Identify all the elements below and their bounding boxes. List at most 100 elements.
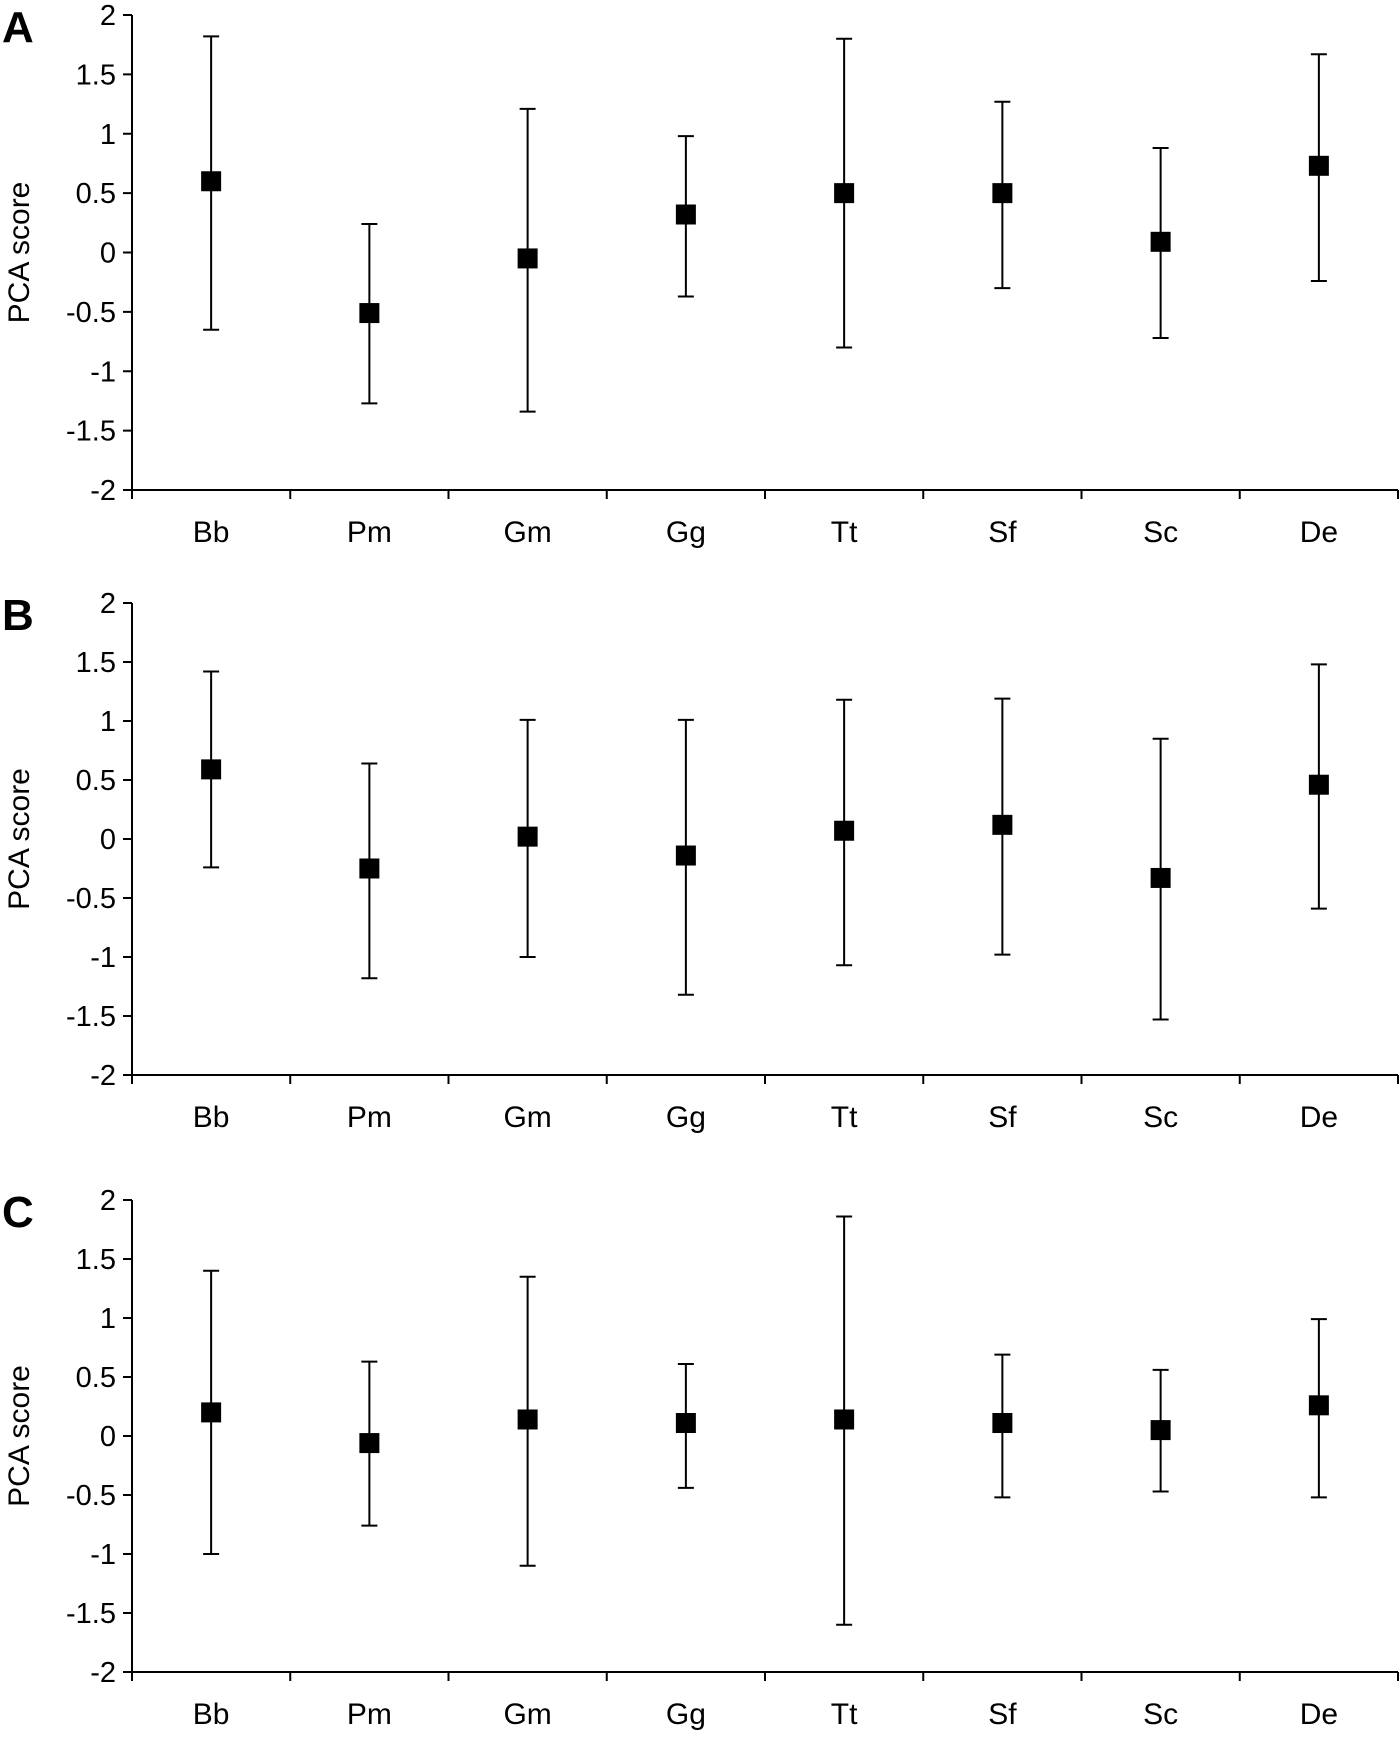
y-tick-label: 1.5: [76, 59, 116, 91]
x-category-label: Sc: [1143, 1698, 1178, 1731]
data-point-bb: [201, 670, 222, 869]
data-point-sf: [992, 1353, 1013, 1499]
data-point-gm: [517, 1275, 538, 1567]
x-category-label: Sc: [1143, 1101, 1178, 1134]
square-marker: [1308, 155, 1329, 176]
x-category-label: Pm: [347, 1101, 392, 1134]
square-marker: [1150, 867, 1171, 888]
square-marker: [359, 1433, 380, 1454]
data-point-gm: [517, 107, 538, 413]
x-category-label: Sf: [988, 516, 1017, 549]
square-marker: [517, 248, 538, 269]
panel-label: A: [2, 3, 34, 52]
x-category-label: Tt: [831, 1698, 858, 1731]
square-marker: [517, 1409, 538, 1430]
x-category-label: De: [1300, 516, 1338, 549]
y-tick-label: 2: [100, 588, 116, 620]
data-point-de: [1308, 53, 1329, 282]
y-tick-label: 2: [100, 0, 116, 32]
y-tick-label: -2: [90, 475, 116, 507]
y-tick-label: -2: [90, 1657, 116, 1689]
y-tick-label: -1: [90, 942, 116, 974]
square-marker: [359, 303, 380, 324]
y-tick-label: -1: [90, 1539, 116, 1571]
panel-label: C: [2, 1188, 34, 1237]
square-marker: [201, 759, 222, 780]
y-tick-label: 1: [100, 706, 116, 738]
x-category-label: Gm: [503, 516, 551, 549]
x-category-label: De: [1300, 1101, 1338, 1134]
y-axis-title: PCA score: [3, 768, 36, 910]
x-category-label: Tt: [831, 516, 858, 549]
data-point-de: [1308, 1318, 1329, 1499]
data-point-tt: [834, 698, 855, 967]
x-category-label: Gg: [666, 1698, 706, 1731]
data-point-sf: [992, 100, 1013, 290]
data-point-bb: [201, 35, 222, 331]
chart-panel-a: A PCA score 2 1.5 1 0.5 0 -0.5 -1 -1.5 -2 Bb Pm Gm Gg T…: [2, 0, 1399, 549]
data-point-sf: [992, 697, 1013, 956]
square-marker: [834, 1409, 855, 1430]
y-tick-label: 0.5: [76, 178, 116, 210]
x-category-label: Bb: [193, 1101, 230, 1134]
chart-panel-b: B PCA score 2 1.5 1 0.5 0 -0.5 -1 -1.5 -2 Bb Pm Gm Gg T…: [2, 588, 1399, 1134]
y-tick-label: -1.5: [66, 416, 116, 448]
y-tick-label: -1.5: [66, 1598, 116, 1630]
y-tick-label: -1.5: [66, 1001, 116, 1033]
x-category-label: Pm: [347, 516, 392, 549]
square-marker: [517, 826, 538, 847]
square-marker: [834, 820, 855, 841]
x-category-label: Gg: [666, 1101, 706, 1134]
square-marker: [201, 171, 222, 192]
x-category-label: Bb: [193, 1698, 230, 1731]
data-point-gg: [675, 1363, 696, 1489]
data-point-bb: [201, 1269, 222, 1555]
x-category-label: De: [1300, 1698, 1338, 1731]
panel-label: B: [2, 591, 34, 640]
x-category-label: Sf: [988, 1698, 1017, 1731]
square-marker: [201, 1402, 222, 1423]
square-marker: [1308, 774, 1329, 795]
square-marker: [992, 814, 1013, 835]
y-tick-label: -1: [90, 356, 116, 388]
y-tick-label: 1: [100, 119, 116, 151]
square-marker: [1150, 231, 1171, 252]
y-tick-label: 0: [100, 824, 116, 856]
x-category-label: Gg: [666, 516, 706, 549]
y-tick-label: 1.5: [76, 1244, 116, 1276]
y-tick-label: 0: [100, 1421, 116, 1453]
y-tick-label: 0.5: [76, 1362, 116, 1394]
data-point-de: [1308, 663, 1329, 910]
y-tick-label: 1.5: [76, 647, 116, 679]
data-point-tt: [834, 37, 855, 349]
data-point-gg: [675, 135, 696, 298]
data-point-gg: [675, 718, 696, 996]
square-marker: [675, 204, 696, 225]
square-marker: [992, 183, 1013, 204]
y-tick-label: 0: [100, 238, 116, 270]
chart-panel-c: C PCA score 2 1.5 1 0.5 0 -0.5 -1 -1.5 -2 Bb Pm Gm Gg T…: [2, 1185, 1399, 1731]
square-marker: [1308, 1395, 1329, 1416]
square-marker: [359, 858, 380, 879]
y-axis-title: PCA score: [3, 1365, 36, 1507]
data-point-gm: [517, 718, 538, 958]
y-tick-label: 1: [100, 1303, 116, 1335]
data-point-pm: [359, 223, 380, 405]
y-tick-label: -0.5: [66, 883, 116, 915]
data-point-sc: [1150, 737, 1171, 1021]
y-tick-label: -0.5: [66, 1480, 116, 1512]
x-category-label: Gm: [503, 1698, 551, 1731]
y-tick-label: -0.5: [66, 297, 116, 329]
x-category-label: Tt: [831, 1101, 858, 1134]
data-point-pm: [359, 762, 380, 980]
data-point-sc: [1150, 1368, 1171, 1493]
x-category-label: Gm: [503, 1101, 551, 1134]
x-category-label: Pm: [347, 1698, 392, 1731]
x-category-label: Sf: [988, 1101, 1017, 1134]
x-category-label: Bb: [193, 516, 230, 549]
y-tick-label: -2: [90, 1060, 116, 1092]
data-point-pm: [359, 1360, 380, 1527]
square-marker: [834, 183, 855, 204]
data-point-tt: [834, 1215, 855, 1626]
